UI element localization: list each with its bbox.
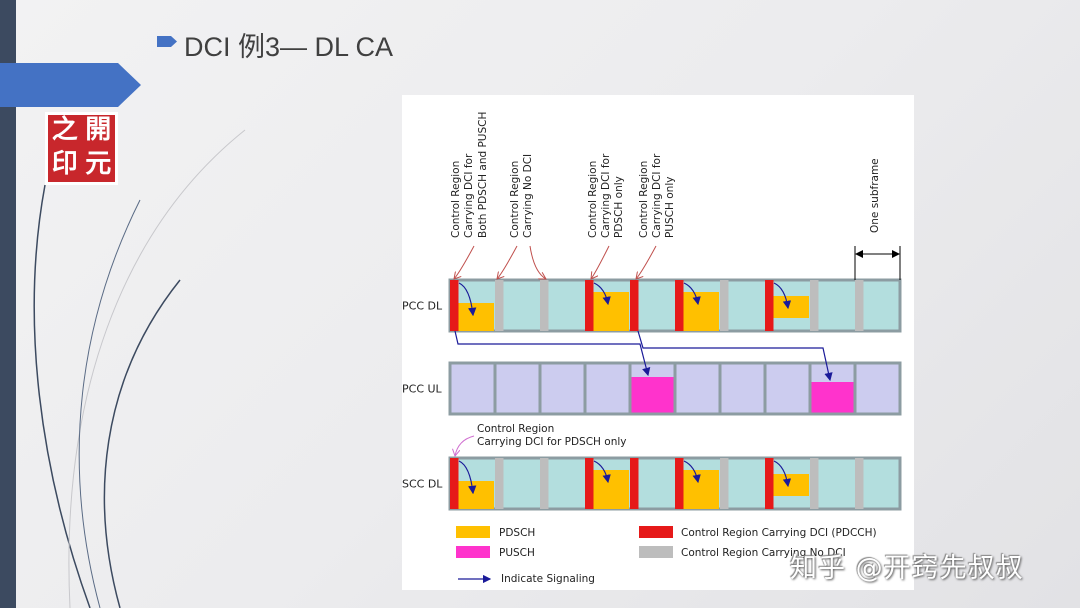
- no-dci-control-region: [810, 458, 819, 509]
- dci-control-region: [585, 458, 594, 509]
- no-dci-control-region: [720, 458, 729, 509]
- legend-swatch-pdsch: [456, 526, 490, 538]
- pdsch-block: [773, 474, 809, 496]
- dci-control-region: [765, 458, 774, 509]
- no-dci-control-region: [495, 458, 504, 509]
- annotation-text: Carrying No DCI: [522, 154, 534, 238]
- legend-label: PDSCH: [499, 527, 535, 539]
- no-dci-control-region: [855, 458, 864, 509]
- pdsch-block: [593, 292, 629, 331]
- callout-arrow: [636, 245, 657, 279]
- dci-control-region: [630, 280, 639, 331]
- legend-swatch-no-dci: [639, 546, 673, 558]
- annotation-text: Carrying DCI for: [463, 153, 475, 238]
- row-label: SCC DL: [402, 478, 443, 491]
- legend-label: PUSCH: [499, 547, 535, 559]
- no-dci-control-region: [855, 280, 864, 331]
- annotation-text: Control Region: [587, 161, 599, 238]
- slide-banner: [0, 63, 141, 107]
- annotation-text: Control Region: [450, 161, 462, 238]
- dci-control-region: [630, 458, 639, 509]
- no-dci-control-region: [495, 280, 504, 331]
- watermark: 知乎 @开窍先叔叔: [790, 553, 1024, 584]
- annotation-text: PUSCH only: [664, 177, 676, 238]
- dci-control-region: [765, 280, 774, 331]
- dci-control-region: [675, 458, 684, 509]
- signaling-arrow: [773, 282, 792, 310]
- pusch-block: [811, 382, 854, 413]
- annotation-text: Control Region: [638, 161, 650, 238]
- signaling-arrow: [683, 460, 701, 484]
- pdsch-block: [593, 470, 629, 509]
- signaling-arrow: [683, 282, 701, 306]
- annotation-text: Carrying DCI for: [600, 153, 612, 238]
- pdsch-block: [773, 296, 809, 318]
- callout-arrow: [455, 435, 475, 456]
- pdsch-block: [683, 470, 719, 509]
- dci-control-region: [450, 458, 459, 509]
- scc-annotation-text: Carrying DCI for PDSCH only: [477, 436, 627, 448]
- signaling-arrow: [593, 460, 611, 484]
- annotation-text: PDSCH only: [613, 176, 625, 238]
- legend-swatch-pdcch: [639, 526, 673, 538]
- callout-arrow: [529, 245, 546, 279]
- dci-control-region: [450, 280, 459, 331]
- no-dci-control-region: [540, 458, 549, 509]
- callout-arrow: [497, 245, 518, 279]
- pdsch-block: [683, 292, 719, 331]
- uplink-grant-arrow: [637, 330, 833, 382]
- legend-label: Control Region Carrying No DCI: [681, 547, 846, 559]
- no-dci-control-region: [720, 280, 729, 331]
- legend-swatch-pusch: [456, 546, 490, 558]
- annotation-text: One subframe: [869, 158, 881, 233]
- pusch-block: [631, 377, 674, 413]
- slide-title: DCI 例3— DL CA: [184, 32, 394, 62]
- legend-label: Indicate Signaling: [501, 573, 595, 585]
- annotation-text: Carrying DCI for: [651, 153, 663, 238]
- uplink-grant-arrow: [454, 330, 651, 377]
- callout-arrow: [454, 245, 475, 279]
- signaling-arrow: [458, 282, 477, 317]
- pdsch-block: [458, 481, 494, 509]
- signaling-arrow: [773, 460, 792, 488]
- scc-annotation-text: Control Region: [477, 423, 554, 435]
- dci-control-region: [585, 280, 594, 331]
- pdsch-block: [458, 303, 494, 331]
- no-dci-control-region: [810, 280, 819, 331]
- no-dci-control-region: [540, 280, 549, 331]
- row-label: PCC UL: [402, 383, 443, 396]
- callout-arrow: [591, 245, 610, 279]
- legend-label: Control Region Carrying DCI (PDCCH): [681, 527, 877, 539]
- signaling-arrow: [593, 282, 611, 306]
- signaling-arrow: [458, 460, 477, 495]
- slide-sidebar: [0, 0, 16, 608]
- dci-control-region: [675, 280, 684, 331]
- row-label: PCC DL: [402, 300, 443, 313]
- annotation-text: Control Region: [509, 161, 521, 238]
- title-bullet-icon: [157, 36, 177, 47]
- annotation-text: Both PDSCH and PUSCH: [477, 112, 489, 238]
